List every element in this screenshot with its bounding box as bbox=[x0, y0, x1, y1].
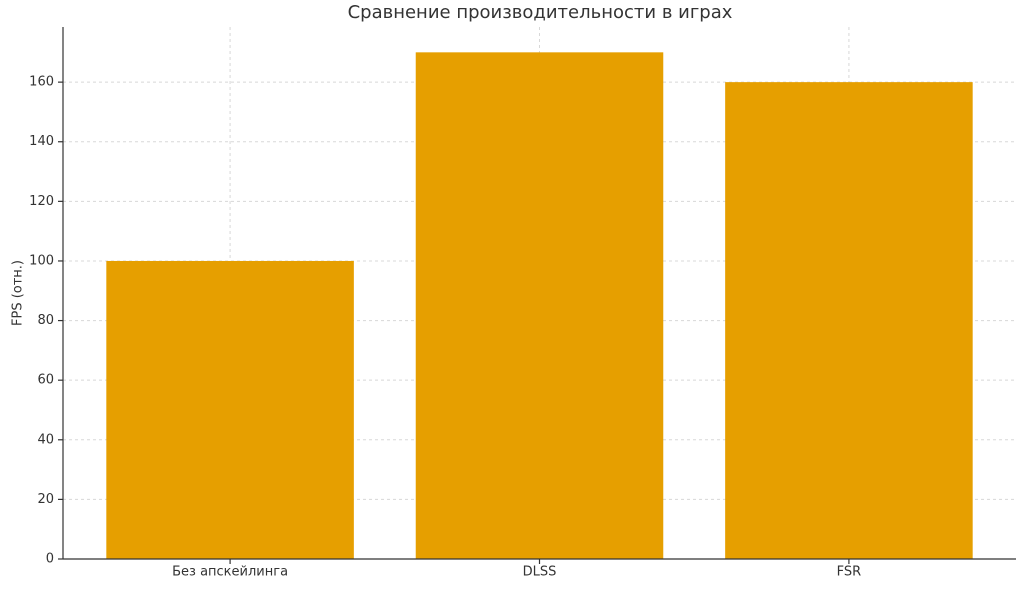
chart-title: Сравнение производительности в играх bbox=[348, 2, 733, 23]
y-tick-label: 0 bbox=[46, 552, 54, 567]
x-tick-label: DLSS bbox=[523, 565, 557, 580]
y-tick-label: 40 bbox=[37, 432, 54, 447]
y-axis-label: FPS (отн.) bbox=[11, 260, 26, 326]
bar bbox=[725, 82, 973, 559]
y-tick-label: 20 bbox=[37, 492, 54, 507]
bar bbox=[106, 260, 354, 559]
y-tick-label: 140 bbox=[29, 134, 54, 149]
y-tick-label: 80 bbox=[37, 313, 54, 328]
y-tick-label: 60 bbox=[37, 373, 54, 388]
x-tick-label: FSR bbox=[837, 565, 862, 580]
x-tick-label: Без апскейлинга bbox=[172, 565, 288, 580]
y-tick-label: 100 bbox=[29, 253, 54, 268]
bar bbox=[415, 52, 664, 559]
y-tick-label: 160 bbox=[29, 75, 54, 90]
y-tick-label: 120 bbox=[29, 194, 54, 209]
